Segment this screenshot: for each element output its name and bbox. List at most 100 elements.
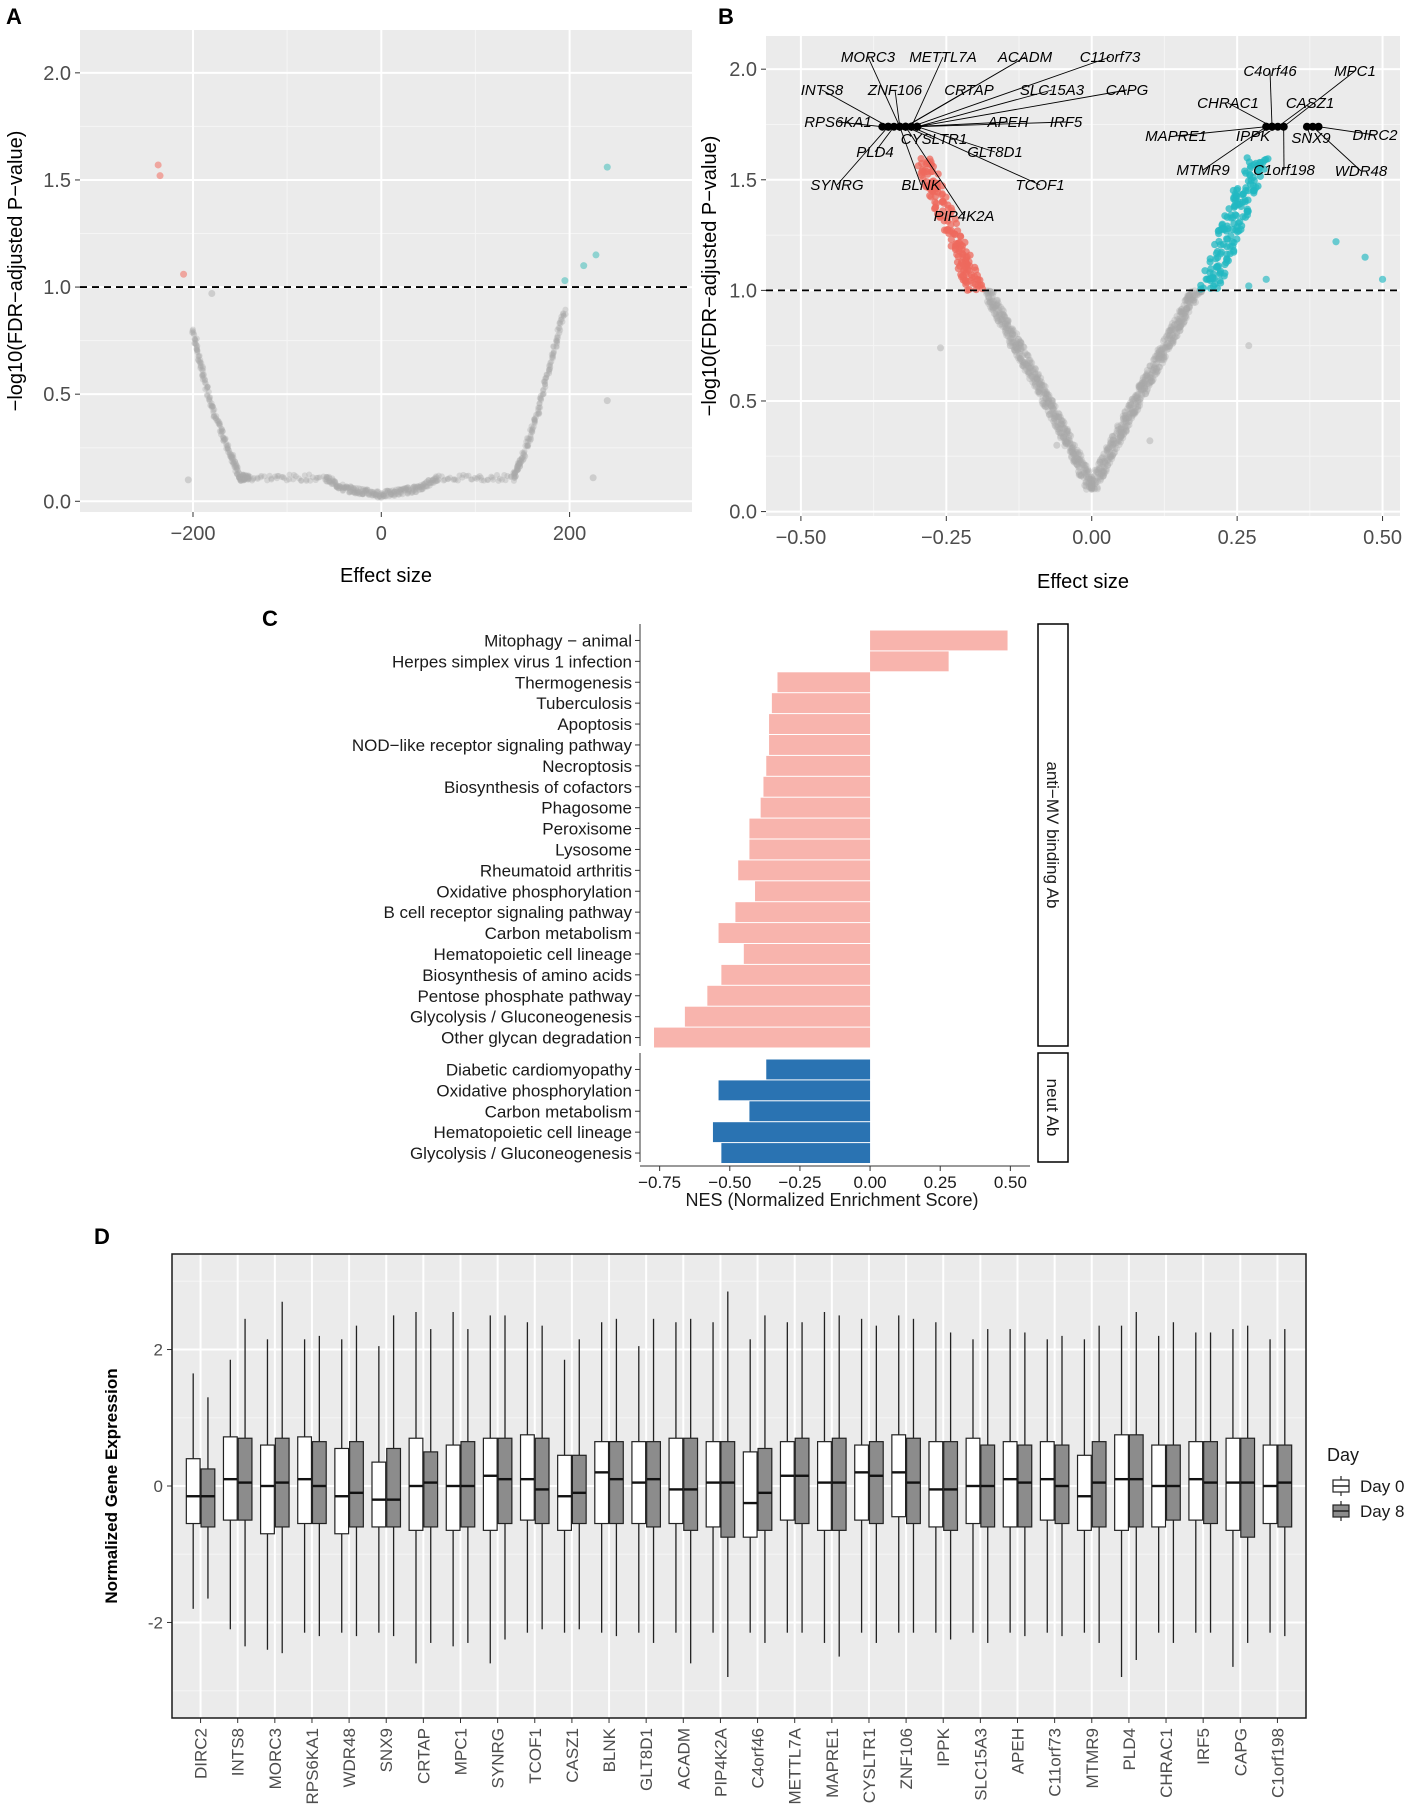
ns-point — [1098, 467, 1106, 475]
ns-point — [240, 475, 247, 482]
ns-point — [1149, 366, 1157, 374]
ns-point — [1003, 331, 1011, 339]
gene-label: CRTAP — [944, 82, 993, 99]
ns-point — [1034, 388, 1042, 396]
ns-point — [1082, 466, 1090, 474]
ns-point — [397, 486, 404, 493]
ns-point — [1088, 481, 1096, 489]
gene-label: APEH — [987, 114, 1029, 131]
ns-point — [1036, 388, 1044, 396]
ns-point — [1054, 423, 1062, 431]
ns-point — [193, 346, 200, 353]
ns-point — [193, 345, 200, 352]
ns-point — [404, 490, 411, 497]
ns-point — [204, 384, 211, 391]
ns-point — [234, 467, 241, 474]
ns-point — [1011, 331, 1019, 339]
labeled-gene-point — [878, 122, 887, 131]
gene-tick-label: CASZ1 — [563, 1728, 582, 1783]
bar — [763, 776, 871, 797]
bar — [766, 755, 871, 776]
ns-point — [1156, 344, 1164, 352]
ns-point — [1002, 324, 1010, 332]
ns-point — [1012, 337, 1020, 345]
ns-point — [1184, 292, 1192, 300]
ns-point — [243, 473, 250, 480]
ns-point — [1044, 396, 1052, 404]
ns-point — [399, 491, 406, 498]
ns-point — [1045, 391, 1053, 399]
gene-leader-line — [1318, 126, 1376, 136]
ns-point — [1105, 455, 1113, 463]
gene-label: METTL7A — [909, 49, 977, 66]
ns-point — [367, 489, 374, 496]
box-day0 — [1262, 1444, 1278, 1525]
up-point — [1245, 282, 1253, 290]
ns-point — [562, 306, 569, 313]
ns-point — [1034, 371, 1042, 379]
down-point — [180, 270, 188, 278]
ns-point — [1017, 338, 1025, 346]
ns-point — [239, 472, 246, 479]
ns-point — [1128, 412, 1136, 420]
box-day8 — [831, 1437, 847, 1531]
gene-boxgroup — [631, 1318, 662, 1643]
ns-point — [403, 486, 410, 493]
ns-point — [205, 388, 212, 395]
labeled-gene-point — [907, 122, 916, 131]
ns-point — [1156, 350, 1164, 358]
ns-point — [236, 470, 243, 477]
ns-point — [1004, 318, 1012, 326]
ns-point — [358, 485, 365, 492]
ns-point — [1013, 351, 1021, 359]
ns-point — [1006, 327, 1014, 335]
ns-point — [524, 443, 531, 450]
ns-point — [542, 375, 549, 382]
ns-point — [266, 472, 273, 479]
ns-point — [1097, 470, 1105, 478]
x-tick-label: 0.50 — [1363, 527, 1402, 549]
down-point — [940, 226, 949, 234]
ns-point — [381, 492, 388, 499]
ns-point — [422, 483, 429, 490]
ns-point — [206, 396, 213, 403]
box-day8 — [237, 1437, 253, 1521]
down-point — [929, 162, 937, 171]
ns-point — [1145, 381, 1153, 389]
ns-point — [1126, 410, 1134, 418]
ns-point — [1140, 379, 1148, 387]
box-day8 — [720, 1441, 736, 1538]
ns-point — [370, 490, 377, 497]
ns-point — [433, 477, 440, 484]
y-axis-title: −log10(FDR−adjusted P−value) — [5, 131, 27, 412]
box-day8 — [311, 1441, 327, 1525]
ns-point — [1004, 316, 1012, 324]
gene-tick-label: MORC3 — [266, 1728, 285, 1789]
ns-point — [1148, 377, 1156, 385]
ns-point — [329, 475, 336, 482]
ns-point — [229, 453, 236, 460]
ns-point — [1016, 354, 1024, 362]
ns-point — [1016, 345, 1024, 353]
ns-point — [1168, 326, 1176, 334]
gene-boxgroup — [297, 1335, 327, 1637]
ns-point — [243, 472, 250, 479]
up-point — [603, 163, 611, 171]
ns-point — [1083, 467, 1091, 475]
x-axis-title: NES (Normalized Enrichment Score) — [685, 1190, 978, 1210]
ns-point — [1121, 408, 1129, 416]
ns-point — [1119, 415, 1127, 423]
up-point — [1221, 260, 1229, 269]
ns-point — [527, 432, 534, 439]
ns-point — [1074, 455, 1082, 463]
ns-point — [502, 477, 509, 484]
ns-point — [1168, 320, 1176, 328]
ns-point — [1157, 346, 1165, 354]
labeled-gene-point — [1268, 122, 1277, 131]
category-label: Carbon metabolism — [485, 1102, 632, 1121]
ns-point — [1074, 461, 1082, 469]
ns-point — [1028, 359, 1036, 367]
ns-point — [1105, 446, 1113, 454]
ns-point — [1048, 396, 1056, 404]
ns-point — [1026, 369, 1034, 377]
